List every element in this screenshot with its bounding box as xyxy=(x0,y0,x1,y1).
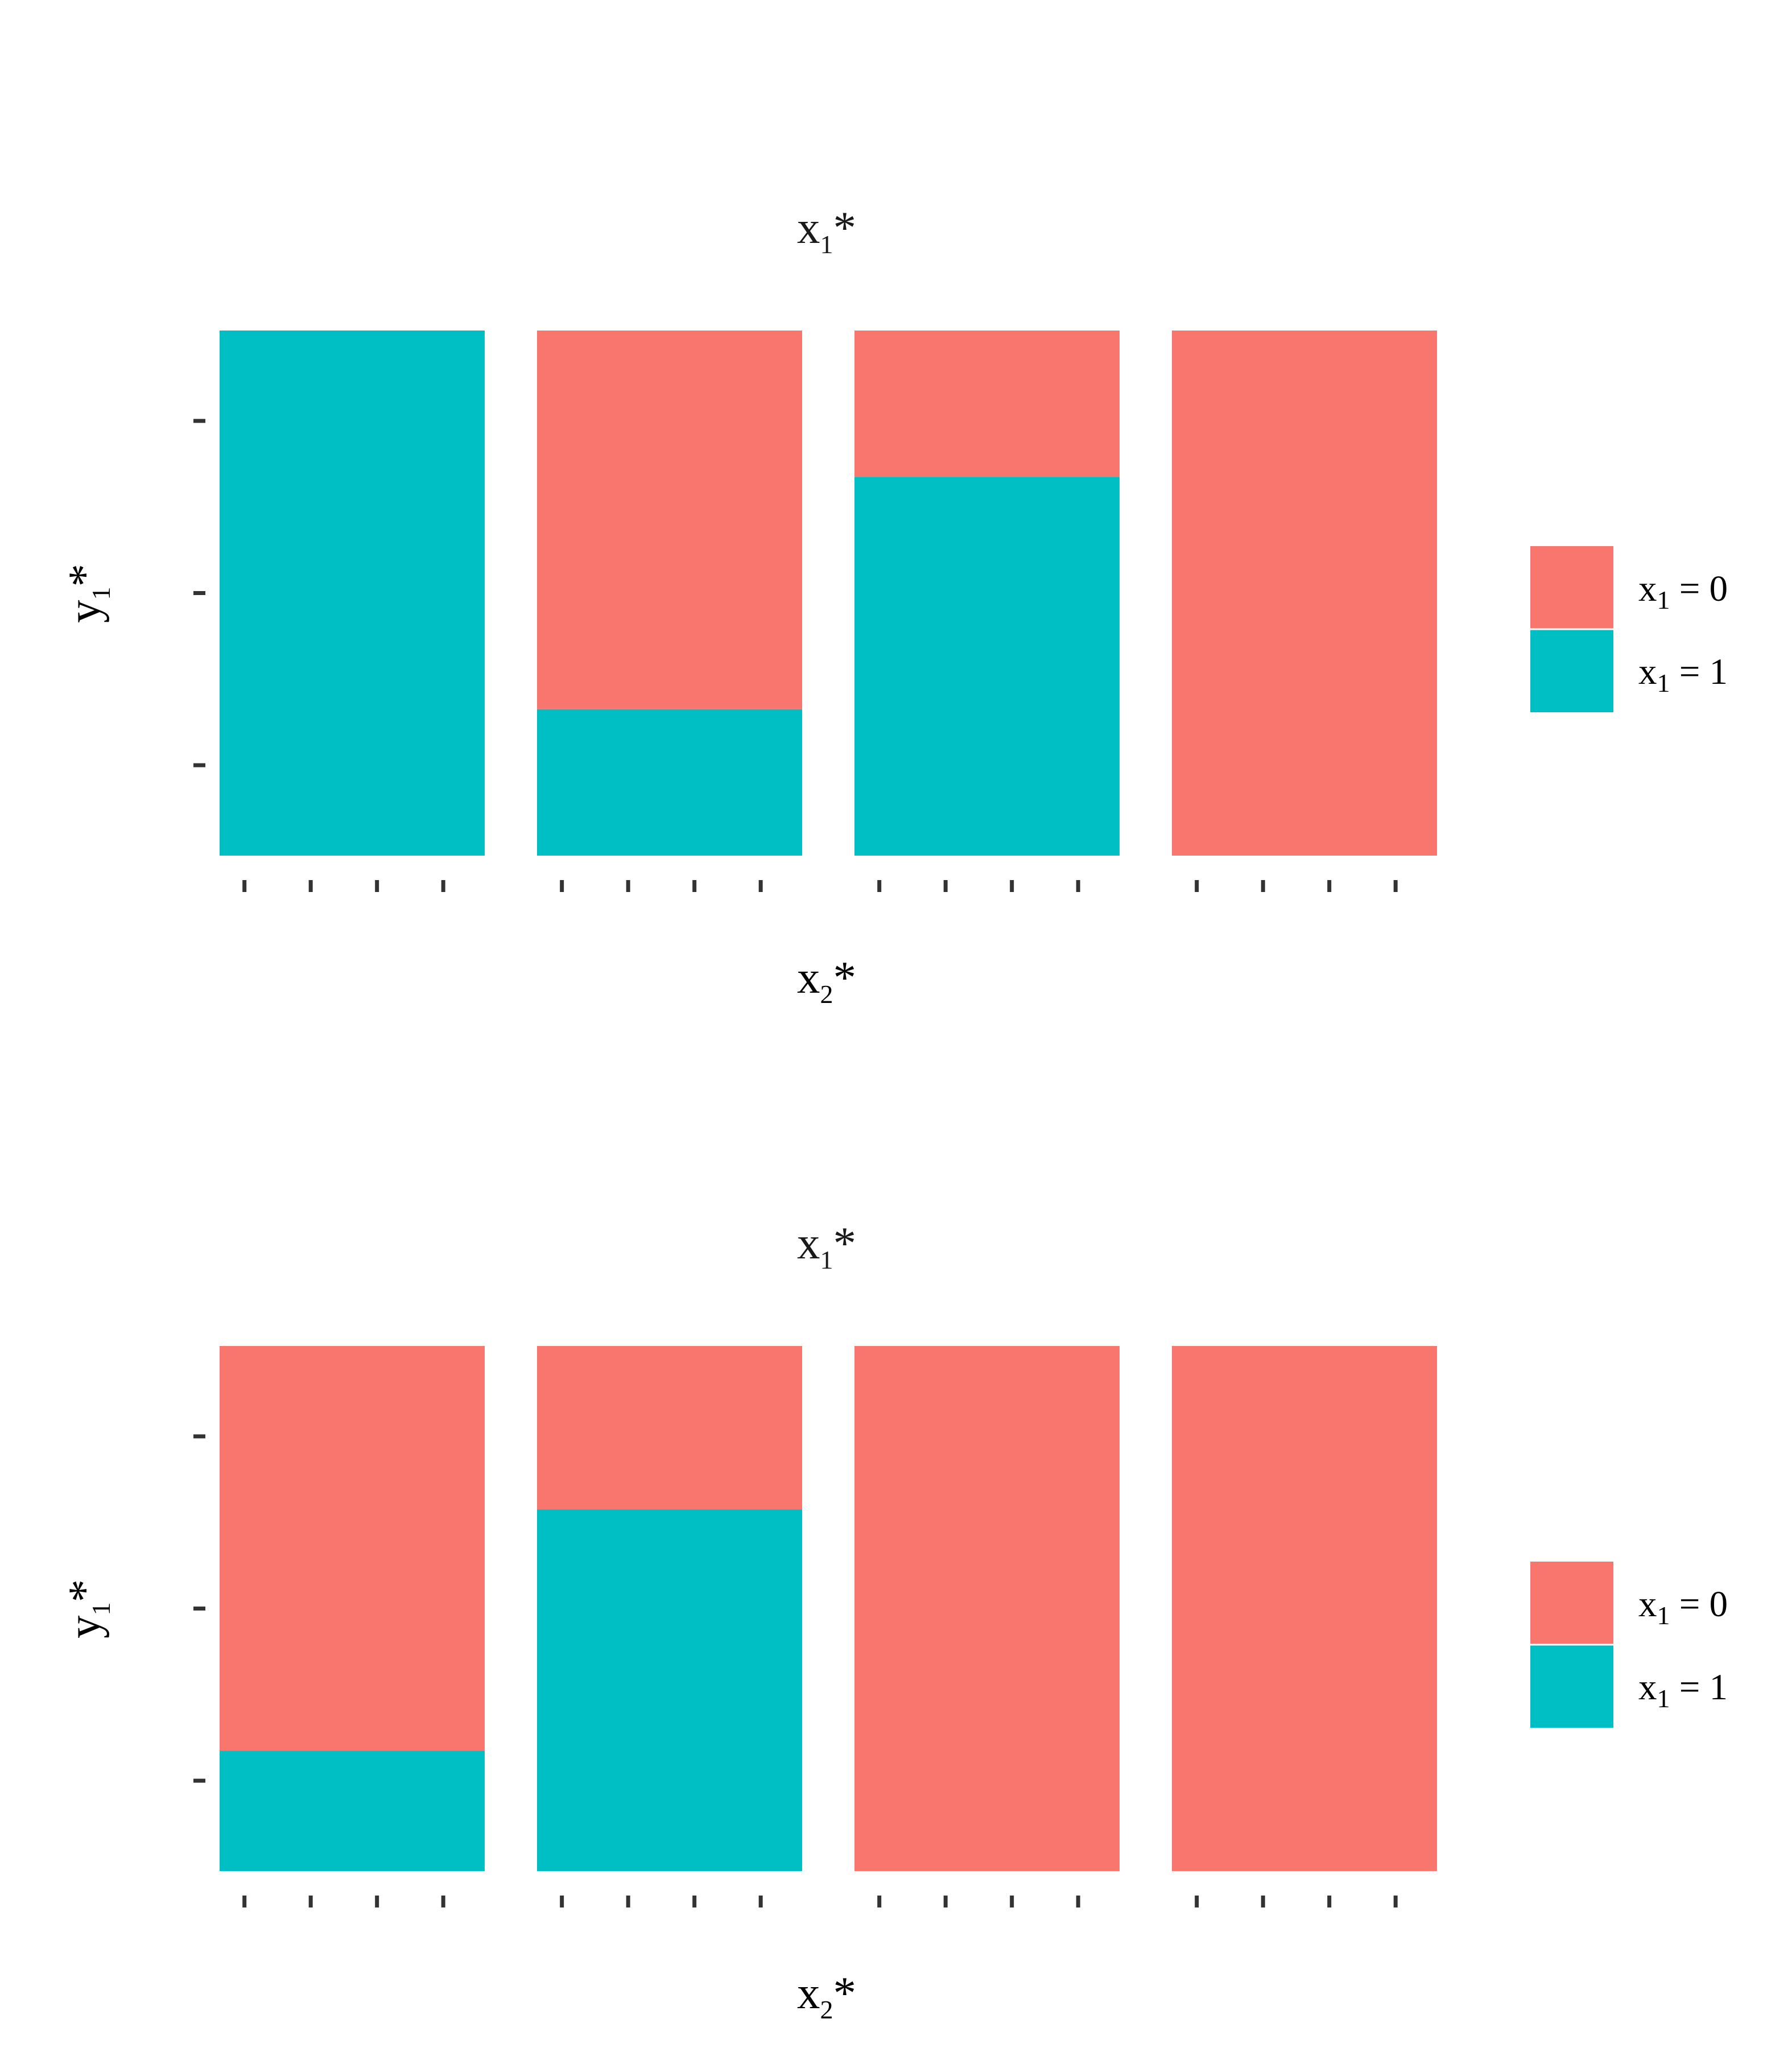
tile-decision-x1-0 xyxy=(537,331,802,709)
label-subscript: 2 xyxy=(820,1995,833,2024)
x-axis-title: x2* xyxy=(797,1967,856,2024)
legend-key xyxy=(1530,629,1613,712)
y-axis-title: y1* xyxy=(59,564,115,623)
legend-label: x1 = 1 xyxy=(1638,1667,1728,1713)
label-suffix: * xyxy=(833,202,857,253)
legend-label-base: x xyxy=(1638,568,1657,609)
tile-decision-x1-1 xyxy=(220,1750,485,1871)
legend-key xyxy=(1530,1645,1613,1728)
tile-decision-x1-1 xyxy=(537,709,802,856)
legend-label-base: x xyxy=(1638,651,1657,692)
label-suffix: * xyxy=(833,1967,857,2018)
legend-label: x1 = 0 xyxy=(1638,568,1728,614)
legend-label-text: = 0 xyxy=(1670,568,1728,609)
chart-panel-1: x1*x2*y1* x1 = 0x1 = 1 xyxy=(59,202,1728,1009)
tile-decision-x1-0 xyxy=(854,331,1120,477)
facet-variable-label: x1* xyxy=(797,202,856,259)
label-suffix: * xyxy=(833,1217,857,1269)
legend-label-text: = 0 xyxy=(1670,1584,1728,1625)
legend-label: x1 = 0 xyxy=(1638,1584,1728,1630)
tile-decision-x1-0 xyxy=(220,1346,485,1751)
legend-label-base: x xyxy=(1638,1584,1657,1625)
facet-variable-label: x1* xyxy=(797,1217,856,1274)
tile-decision-x1-0 xyxy=(1172,1346,1437,1871)
legend-label-subscript: 1 xyxy=(1657,668,1670,697)
legend-key xyxy=(1530,1562,1613,1645)
tile-decision-x1-1 xyxy=(854,477,1120,856)
label-subscript: 1 xyxy=(86,1603,115,1616)
y-axis-title: y1* xyxy=(59,1579,115,1638)
legend-label-subscript: 1 xyxy=(1657,1601,1670,1630)
legend-label-text: = 1 xyxy=(1670,1667,1728,1708)
label-subscript: 1 xyxy=(820,230,833,259)
legend-label-subscript: 1 xyxy=(1657,585,1670,614)
tile-decision-x1-1 xyxy=(220,331,485,856)
label-subscript: 1 xyxy=(820,1245,833,1274)
chart-panel-2: x1*x2*y1* x1 = 0x1 = 1 xyxy=(59,1217,1728,2024)
label-subscript: 1 xyxy=(86,587,115,600)
legend-label: x1 = 1 xyxy=(1638,651,1728,697)
label-base: y xyxy=(59,1615,110,1638)
tile-decision-x1-1 xyxy=(537,1509,802,1871)
legend-label-base: x xyxy=(1638,1667,1657,1708)
label-suffix: * xyxy=(59,564,110,587)
legend-key xyxy=(1530,546,1613,629)
label-subscript: 2 xyxy=(820,980,833,1009)
label-base: x xyxy=(797,1217,820,1269)
tile-decision-x1-0 xyxy=(537,1346,802,1510)
legend-label-text: = 1 xyxy=(1670,651,1728,692)
label-suffix: * xyxy=(59,1579,110,1603)
legend-label-subscript: 1 xyxy=(1657,1684,1670,1713)
label-base: x xyxy=(797,202,820,253)
tile-decision-x1-0 xyxy=(1172,331,1437,856)
label-base: x xyxy=(797,952,820,1003)
tile-decision-x1-0 xyxy=(854,1346,1120,1871)
label-base: x xyxy=(797,1967,820,2018)
x-axis-title: x2* xyxy=(797,952,856,1009)
label-base: y xyxy=(59,600,110,623)
label-suffix: * xyxy=(833,952,857,1003)
